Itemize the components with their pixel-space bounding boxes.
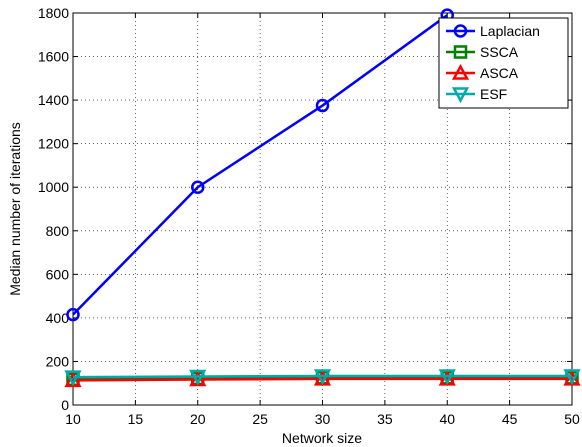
y-tick-label: 600: [46, 266, 70, 282]
x-tick-label: 40: [439, 411, 455, 427]
series-group: [64, 8, 581, 388]
legend-marker: [453, 45, 468, 59]
x-tick-label: 10: [65, 411, 81, 427]
legend: Laplacian SSCA ASCA ESF: [438, 17, 569, 109]
x-tick-label: 50: [564, 411, 580, 427]
legend-label: Laplacian: [480, 23, 540, 39]
data-point: [438, 369, 456, 386]
legend-label: ESF: [480, 86, 507, 102]
grid: [73, 13, 572, 405]
data-point: [313, 369, 332, 386]
y-tick-label: 200: [46, 353, 70, 369]
y-tick-label: 1000: [38, 179, 69, 195]
y-axis-label: Median number of iterations: [7, 122, 23, 296]
data-point: [64, 370, 82, 387]
series-line: [72, 14, 448, 316]
legend-label: SSCA: [480, 44, 519, 60]
axis-ticks: 10 15 20 25 30 35 40 45 50 0 200 400 600 800 1000 1200 1…: [38, 5, 580, 427]
legend-item: ESF: [446, 86, 507, 104]
y-tick-label: 800: [46, 223, 70, 239]
y-tick-label: 1400: [38, 92, 69, 108]
x-tick-label: 20: [190, 411, 206, 427]
x-tick-label: 35: [377, 411, 393, 427]
y-tick-label: 0: [61, 397, 69, 413]
legend-item: Laplacian: [446, 23, 540, 39]
x-tick-label: 15: [128, 411, 144, 427]
legend-item: ASCA: [446, 63, 519, 81]
legend-item: SSCA: [446, 44, 519, 60]
x-axis-label: Network size: [282, 430, 362, 446]
series-line: [72, 377, 572, 382]
data-point: [563, 369, 581, 386]
data-point: [189, 369, 207, 386]
x-tick-label: 25: [252, 411, 268, 427]
data-point: [66, 307, 80, 322]
y-tick-label: 1600: [38, 49, 69, 65]
y-tick-label: 1800: [38, 5, 69, 21]
series-line: [72, 374, 572, 379]
series-esf: [64, 369, 581, 387]
legend-marker: [451, 87, 470, 104]
x-tick-label: 45: [502, 411, 518, 427]
x-tick-label: 30: [315, 411, 331, 427]
legend-label: ASCA: [480, 65, 519, 81]
legend-marker: [451, 63, 470, 80]
y-tick-label: 1200: [38, 136, 69, 152]
legend-marker: [453, 24, 468, 38]
y-tick-label: 400: [46, 310, 70, 326]
data-point: [315, 98, 330, 113]
data-point: [191, 180, 205, 194]
